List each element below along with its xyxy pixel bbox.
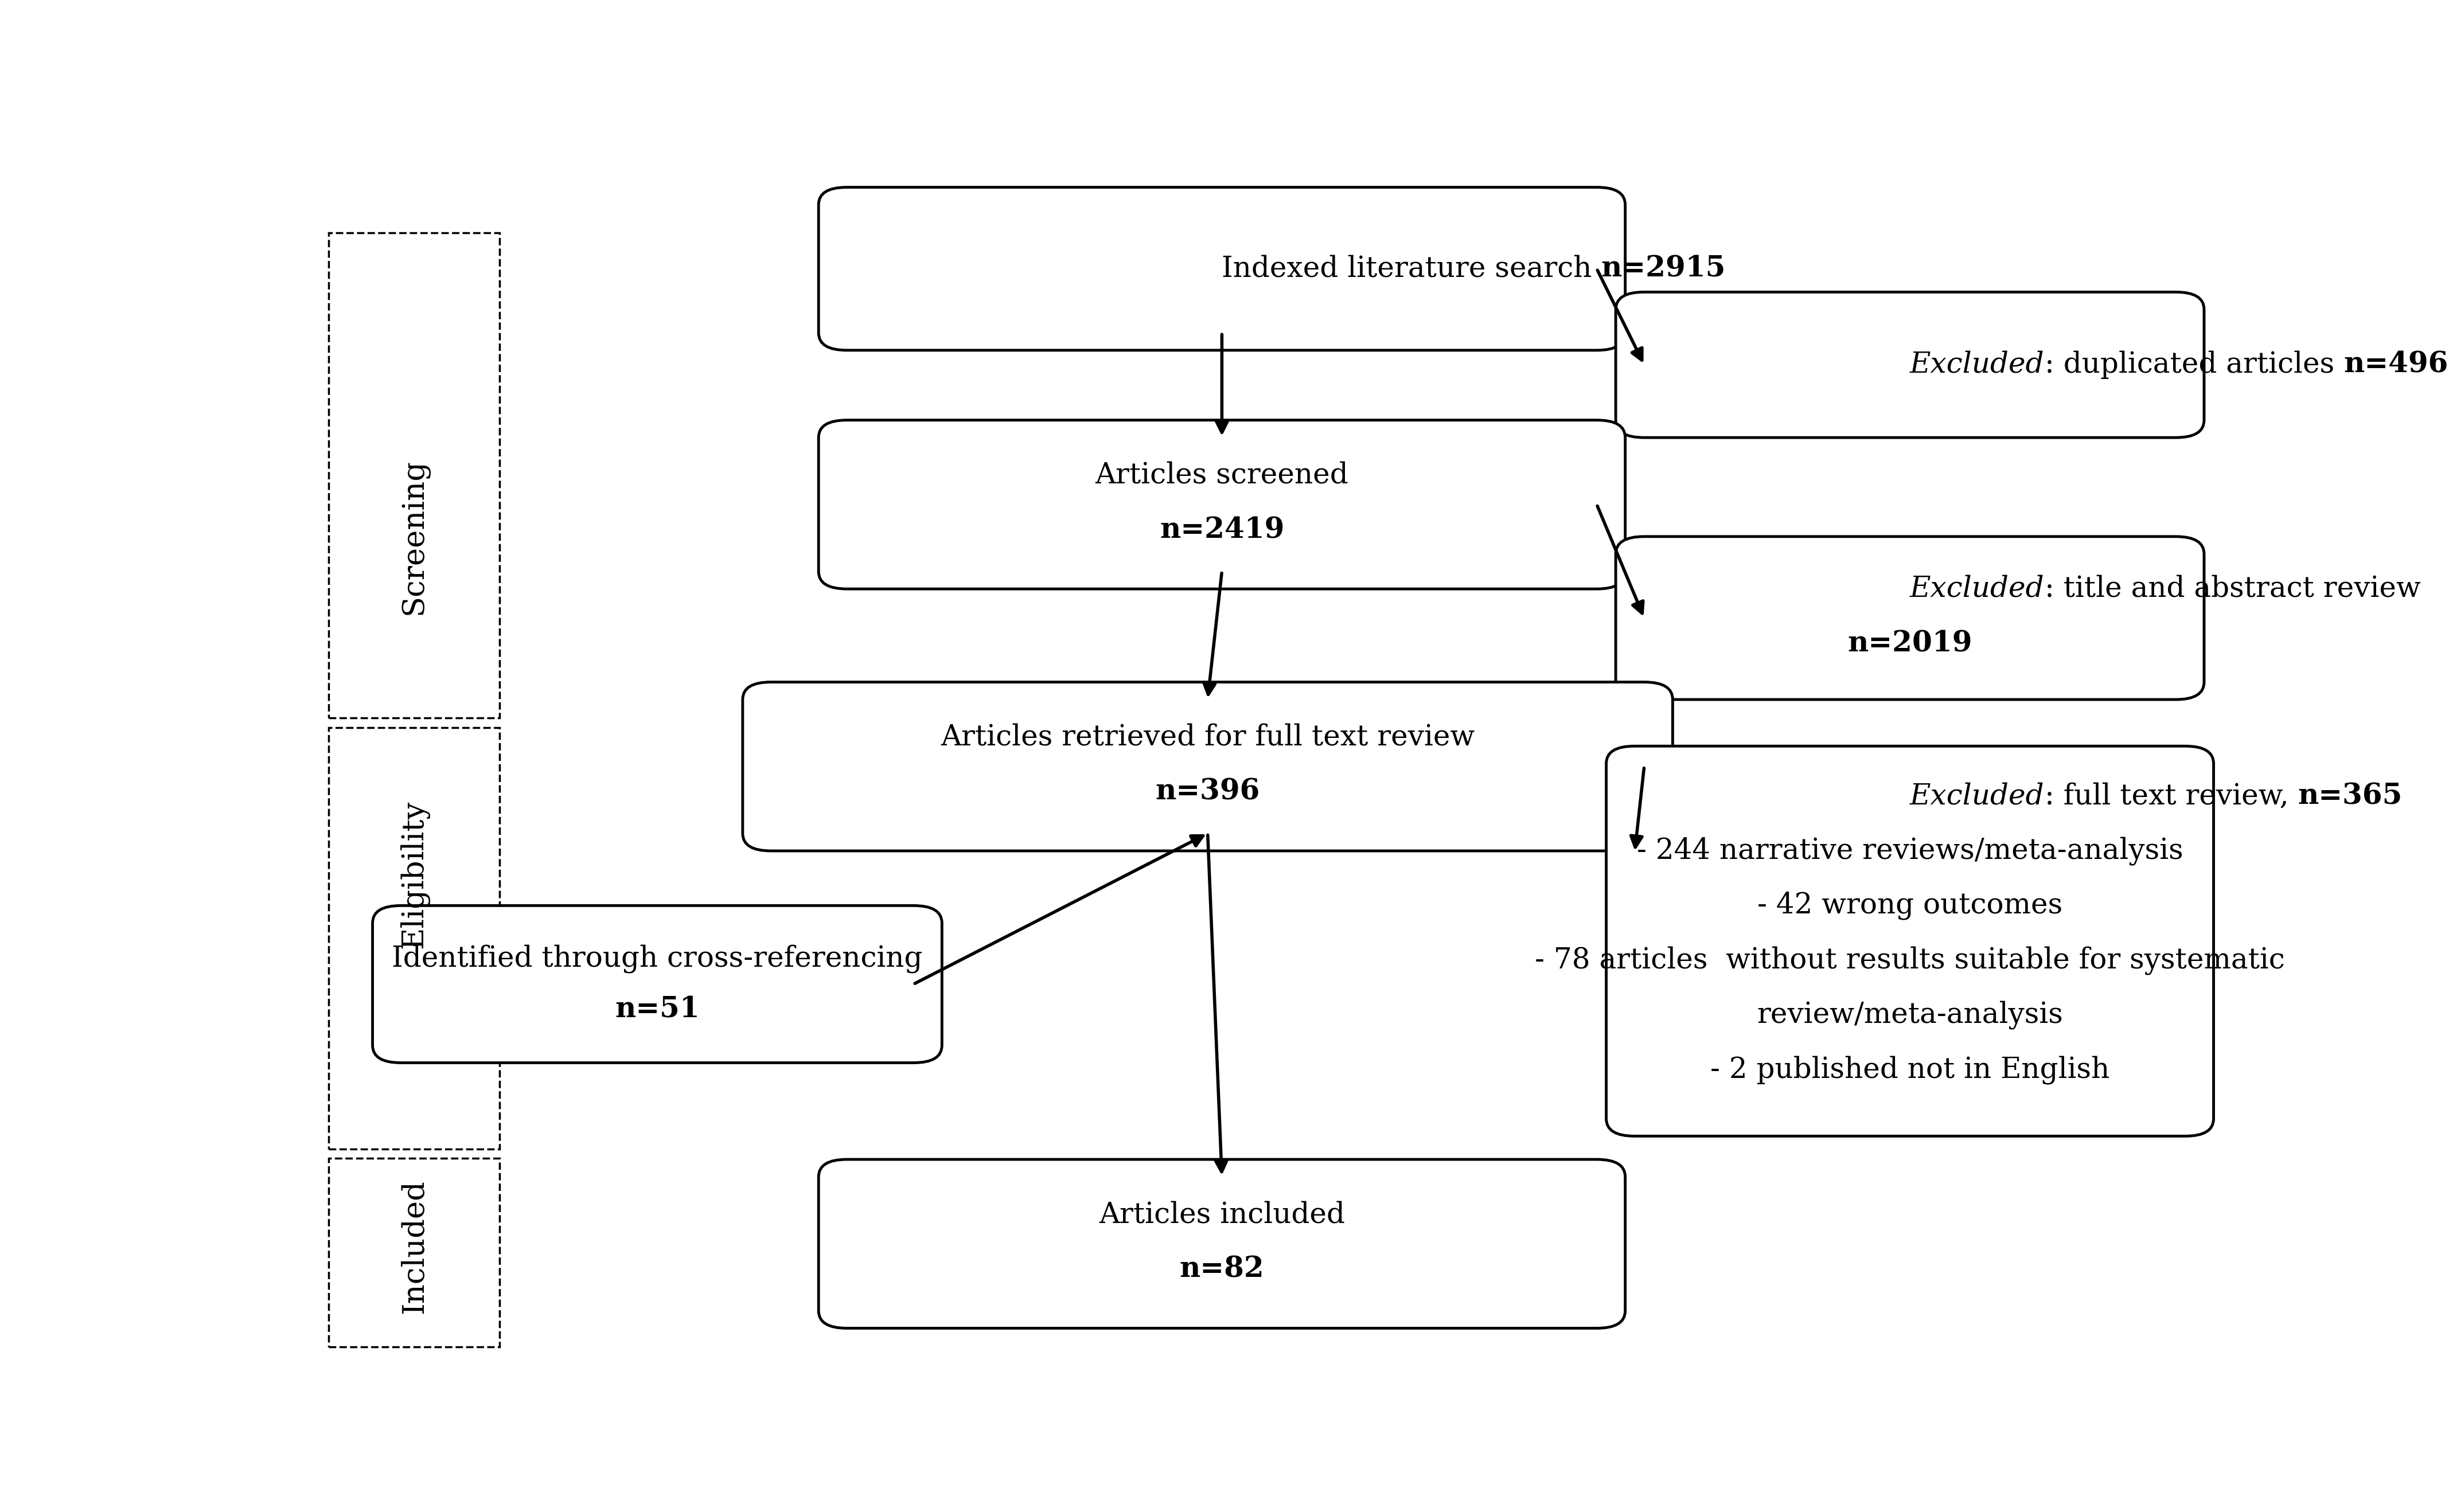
FancyBboxPatch shape [328,1158,500,1347]
Text: - 2 published not in English: - 2 published not in English [1709,1055,2109,1084]
FancyBboxPatch shape [1616,537,2204,700]
FancyBboxPatch shape [1607,745,2214,1136]
Text: Identified through cross-referencing: Identified through cross-referencing [392,945,923,972]
Text: n=2419: n=2419 [1158,516,1283,544]
Text: n=496: n=496 [2344,351,2449,380]
Text: n=2915: n=2915 [1602,254,1727,283]
FancyBboxPatch shape [818,187,1626,351]
FancyBboxPatch shape [372,906,943,1063]
Text: n=365: n=365 [2297,782,2402,810]
Text: : full text review,: : full text review, [2045,782,2297,810]
Text: Excluded: Excluded [1910,351,2045,380]
FancyBboxPatch shape [1616,292,2204,437]
FancyBboxPatch shape [818,420,1626,590]
Text: - 244 narrative reviews/meta-analysis: - 244 narrative reviews/meta-analysis [1636,836,2182,865]
Text: - 78 articles  without results suitable for systematic: - 78 articles without results suitable f… [1536,947,2285,975]
FancyBboxPatch shape [328,727,500,1149]
FancyBboxPatch shape [818,1160,1626,1328]
Text: Articles screened: Articles screened [1095,461,1349,490]
Text: Indexed literature search: Indexed literature search [1222,254,1602,283]
FancyBboxPatch shape [328,233,500,718]
Text: : duplicated articles: : duplicated articles [2045,351,2344,380]
Text: review/meta-analysis: review/meta-analysis [1756,1001,2062,1030]
Text: n=82: n=82 [1180,1255,1264,1284]
Text: Articles included: Articles included [1100,1201,1345,1229]
Text: - 42 wrong outcomes: - 42 wrong outcomes [1758,892,2062,919]
Text: Included: Included [399,1179,429,1314]
Text: Screening: Screening [399,458,429,614]
Text: n=396: n=396 [1156,779,1259,806]
Text: n=2019: n=2019 [1847,629,1971,658]
Text: Eligibility: Eligibility [399,800,429,948]
Text: Articles retrieved for full text review: Articles retrieved for full text review [940,723,1474,751]
FancyBboxPatch shape [742,682,1673,851]
Text: : title and abstract review: : title and abstract review [2045,575,2420,603]
Text: n=51: n=51 [615,996,700,1024]
Text: Excluded: Excluded [1910,575,2045,603]
Text: Excluded: Excluded [1910,782,2045,810]
